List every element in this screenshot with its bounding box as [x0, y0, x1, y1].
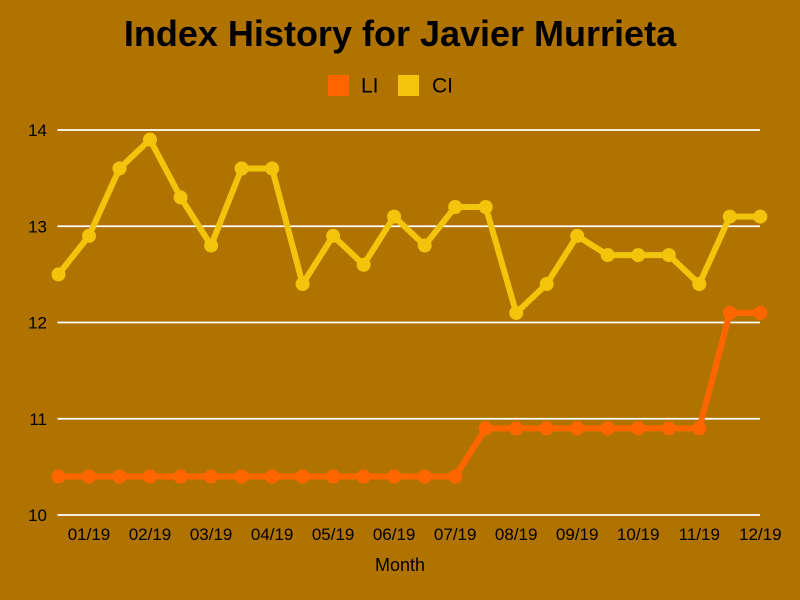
- svg-text:Index History for Javier Murri: Index History for Javier Murrieta: [124, 13, 677, 54]
- svg-text:01/19: 01/19: [68, 525, 111, 544]
- svg-text:11/19: 11/19: [679, 525, 720, 544]
- svg-text:06/19: 06/19: [373, 525, 416, 544]
- svg-text:Month: Month: [375, 555, 425, 575]
- svg-text:13: 13: [28, 217, 47, 236]
- svg-text:09/19: 09/19: [556, 525, 599, 544]
- svg-text:05/19: 05/19: [312, 525, 355, 544]
- svg-text:12: 12: [28, 314, 47, 333]
- svg-text:LI: LI: [361, 75, 379, 98]
- svg-text:04/19: 04/19: [251, 525, 294, 544]
- svg-text:11: 11: [29, 410, 47, 429]
- svg-text:12/19: 12/19: [739, 525, 782, 544]
- svg-text:02/19: 02/19: [129, 525, 172, 544]
- svg-text:14: 14: [28, 121, 47, 140]
- svg-text:08/19: 08/19: [495, 525, 538, 544]
- svg-text:CI: CI: [432, 75, 453, 98]
- svg-text:03/19: 03/19: [190, 525, 233, 544]
- svg-text:07/19: 07/19: [434, 525, 477, 544]
- svg-text:10: 10: [28, 506, 47, 525]
- svg-text:10/19: 10/19: [617, 525, 660, 544]
